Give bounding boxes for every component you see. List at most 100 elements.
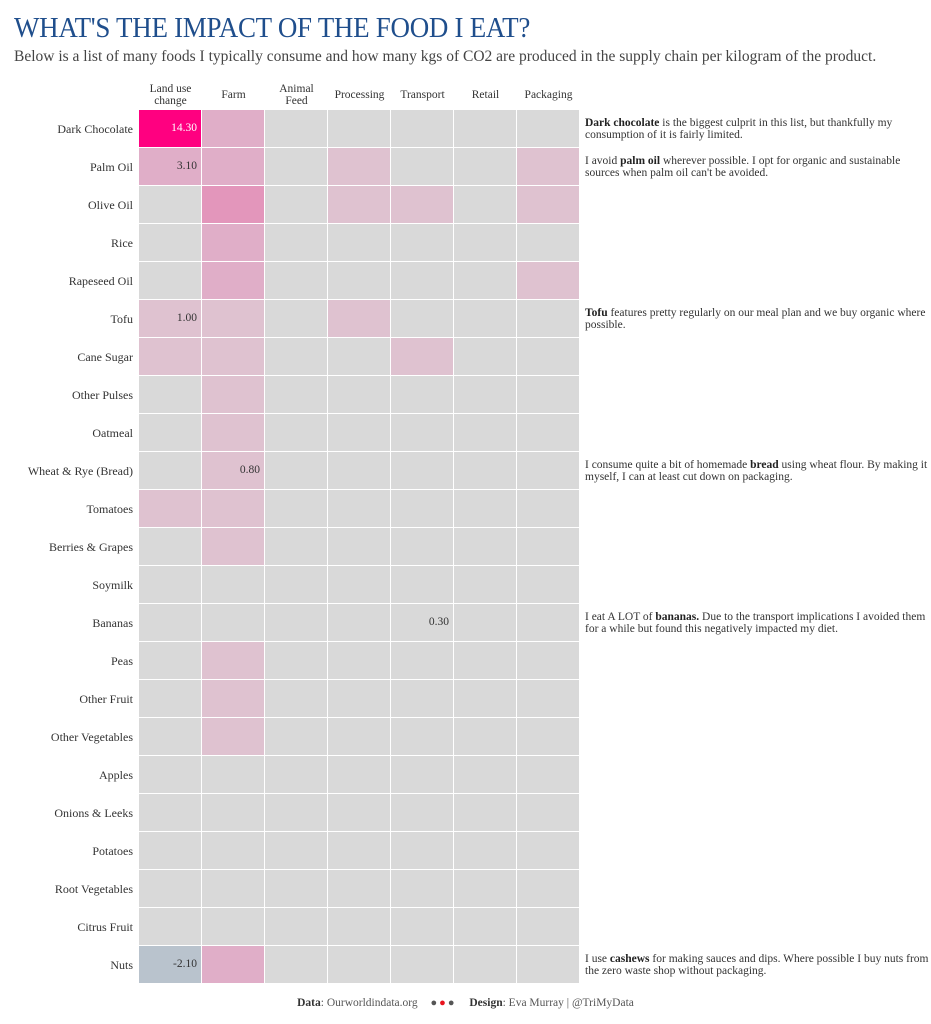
heatmap-cell [202, 794, 264, 831]
heatmap-cell [517, 262, 579, 299]
heatmap-cell [517, 794, 579, 831]
row-label: Wheat & Rye (Bread) [27, 464, 133, 478]
footer-design-label: Design [469, 997, 503, 1009]
heatmap-cell [328, 908, 390, 945]
heatmap-cell [139, 528, 201, 565]
column-header-text: Animal Feed [279, 83, 314, 107]
heatmap-cell [139, 604, 201, 641]
heatmap-cell [391, 376, 453, 413]
heatmap-cell [517, 680, 579, 717]
heatmap-cell [391, 528, 453, 565]
heatmap-cell [517, 756, 579, 793]
heatmap-cell [391, 946, 453, 983]
heatmap-cell [517, 300, 579, 337]
heatmap-cell [391, 262, 453, 299]
heatmap-cell [391, 832, 453, 869]
column-header-text: Retail [471, 89, 500, 101]
heatmap-cell [517, 414, 579, 451]
heatmap-cell [328, 604, 390, 641]
row-label: Berries & Grapes [49, 540, 133, 554]
heatmap-cell [202, 718, 264, 755]
heatmap-cell [328, 376, 390, 413]
heatmap-cell [391, 452, 453, 489]
heatmap-cell [202, 110, 264, 147]
heatmap-cell [265, 756, 327, 793]
row-label: Olive Oil [88, 198, 133, 212]
row-label: Tofu [110, 312, 134, 326]
heatmap-cell [139, 908, 201, 945]
heatmap-cell [202, 642, 264, 679]
footer-design-credit: : Eva Murray | @TriMyData [502, 997, 634, 1009]
heatmap-cell [328, 756, 390, 793]
footer-dots: ●●● [431, 997, 457, 1009]
heatmap-cell [202, 300, 264, 337]
row-label: Rapeseed Oil [68, 274, 133, 288]
heatmap-cell [202, 186, 264, 223]
heatmap-cell [391, 224, 453, 261]
heatmap-cell [391, 414, 453, 451]
annotation-highlight: bread [750, 459, 779, 471]
heatmap-cell [454, 148, 516, 185]
heatmap-cell [517, 566, 579, 603]
column-header-text: Farm [221, 89, 246, 101]
row-label: Rice [111, 236, 133, 250]
heatmap-cell [391, 908, 453, 945]
heatmap-cell [328, 794, 390, 831]
annotation-highlight: cashews [609, 953, 650, 965]
heatmap-cell [139, 566, 201, 603]
heatmap-cell [517, 186, 579, 223]
heatmap-cell [202, 756, 264, 793]
row-label: Citrus Fruit [77, 920, 133, 934]
column-header: Farm [202, 82, 265, 108]
heatmap-cell [517, 870, 579, 907]
page-subtitle: Below is a list of many foods I typicall… [14, 48, 877, 65]
heatmap-cell [391, 490, 453, 527]
row-label: Oatmeal [92, 426, 133, 440]
heatmap-cell [139, 756, 201, 793]
heatmap-cell [265, 224, 327, 261]
heatmap-cell [265, 908, 327, 945]
heatmap-cell [139, 452, 201, 489]
heatmap-cell [139, 680, 201, 717]
row-label: Peas [111, 654, 133, 668]
column-header: Animal Feed [265, 82, 328, 108]
heatmap-cell [202, 946, 264, 983]
heatmap-cell [265, 794, 327, 831]
heatmap-cell [265, 642, 327, 679]
heatmap-cell [328, 224, 390, 261]
heatmap-cell [139, 338, 201, 375]
column-header: Packaging [517, 82, 580, 108]
heatmap-cell: 1.00 [139, 300, 201, 337]
heatmap-cell [454, 414, 516, 451]
heatmap-cell [454, 680, 516, 717]
heatmap-cell [202, 566, 264, 603]
heatmap-cell [517, 642, 579, 679]
row-label: Potatoes [92, 844, 133, 858]
heatmap-cell [517, 452, 579, 489]
heatmap-cell [202, 490, 264, 527]
heatmap-cell [391, 338, 453, 375]
heatmap-cell [454, 908, 516, 945]
heatmap-cell [265, 186, 327, 223]
heatmap-cell [265, 946, 327, 983]
footer-data-label: Data [297, 997, 321, 1009]
heatmap-cell [517, 908, 579, 945]
heatmap-cell [265, 528, 327, 565]
heatmap-cell [391, 718, 453, 755]
heatmap-cell [265, 376, 327, 413]
heatmap-cell [328, 300, 390, 337]
heatmap-cell [454, 946, 516, 983]
heatmap-cell [454, 604, 516, 641]
heatmap-cell [202, 528, 264, 565]
heatmap-cell [517, 110, 579, 147]
heatmap-cell [454, 338, 516, 375]
heatmap-cell [517, 718, 579, 755]
heatmap-cell [391, 186, 453, 223]
row-label: Apples [99, 768, 133, 782]
cell-value-label: 0.30 [428, 616, 449, 628]
heatmap-cell [202, 338, 264, 375]
heatmap-cell [139, 490, 201, 527]
annotation-highlight: palm oil [620, 155, 661, 167]
heatmap-cell [391, 642, 453, 679]
heatmap-cell [265, 300, 327, 337]
